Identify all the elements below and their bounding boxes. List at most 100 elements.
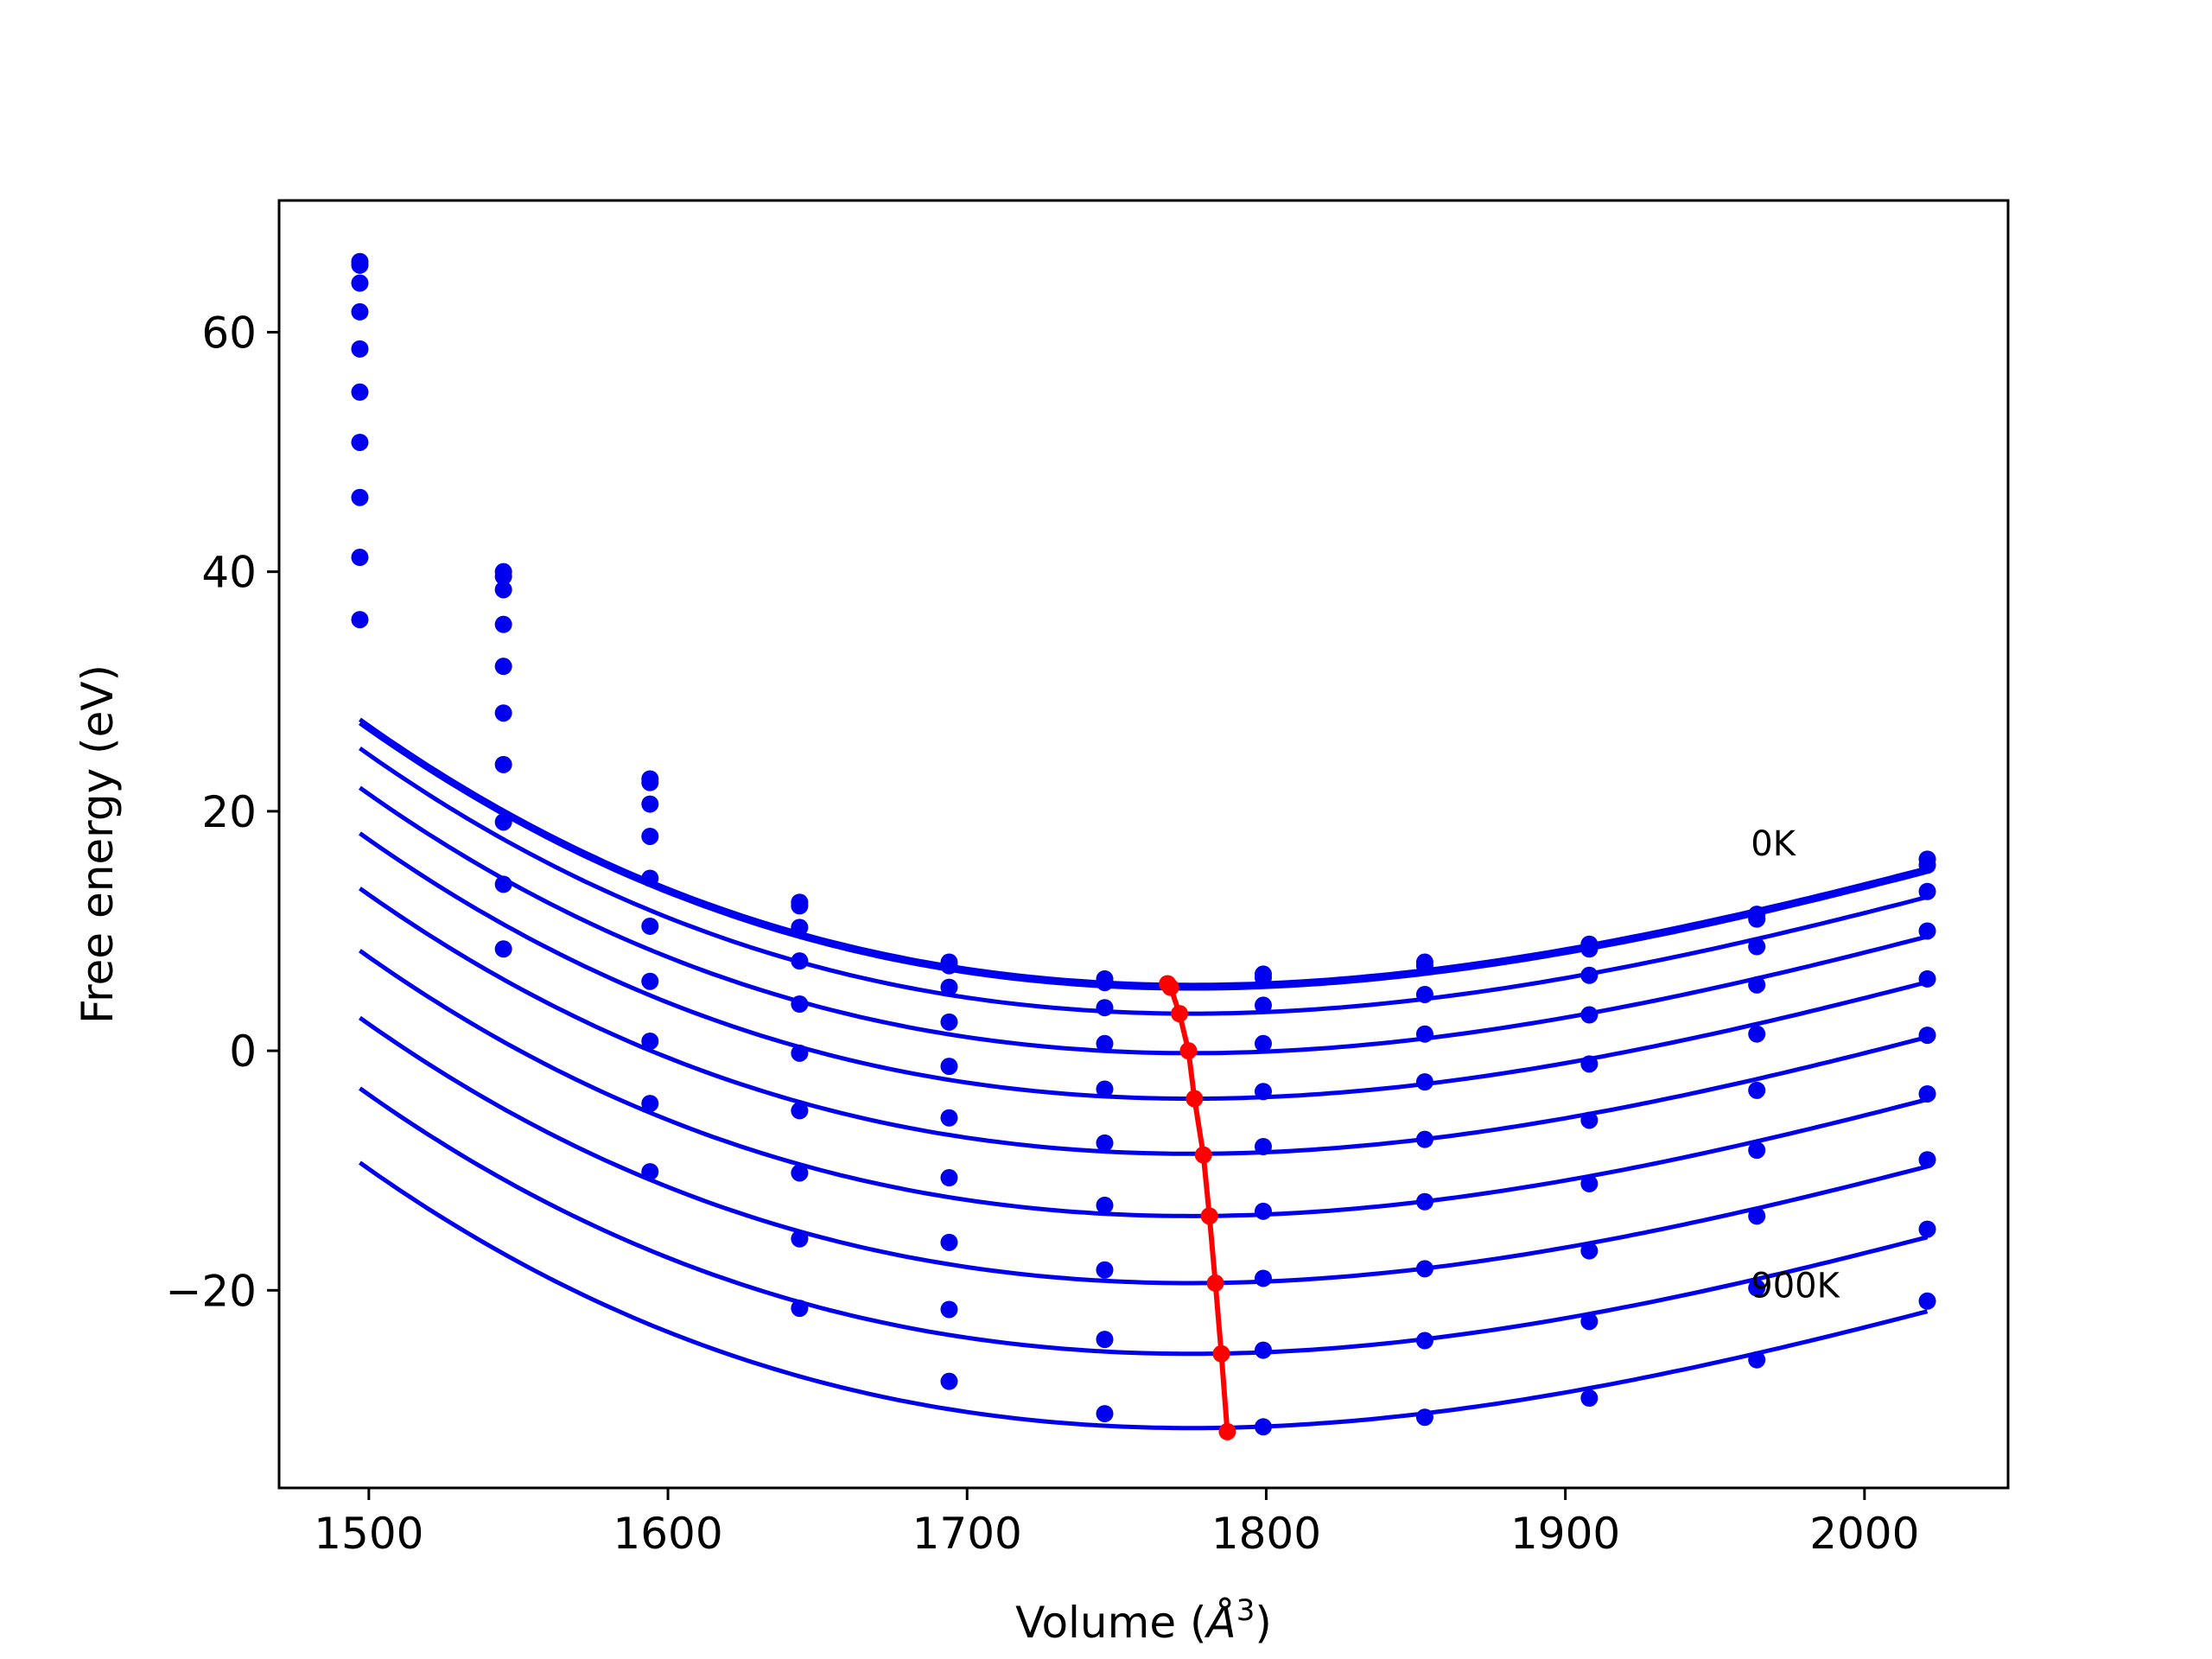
data-point-s5-5 <box>1096 1134 1114 1152</box>
data-point-s7-3 <box>791 1164 809 1182</box>
data-point-s9-9 <box>1748 1351 1766 1369</box>
data-point-s1-3 <box>791 897 809 915</box>
data-point-s9-1 <box>494 940 512 958</box>
data-point-s2-5 <box>1096 999 1114 1017</box>
minimum-line-layer <box>1159 975 1236 1440</box>
minimum-point-1 <box>1161 978 1179 996</box>
data-point-s6-1 <box>494 755 512 773</box>
fit-curve-9 <box>359 1160 1929 1431</box>
data-point-s5-6 <box>1254 1137 1272 1155</box>
x-tick-label-1800: 1800 <box>1211 1509 1321 1559</box>
fit-curves-layer <box>359 717 1929 1431</box>
data-point-s1-5 <box>1096 974 1114 992</box>
data-point-s5-3 <box>791 1044 809 1062</box>
data-point-s1-10 <box>1918 856 1936 874</box>
data-point-s9-5 <box>1096 1405 1114 1423</box>
data-point-s8-7 <box>1415 1332 1433 1350</box>
data-point-s7-5 <box>1096 1261 1114 1279</box>
data-point-s3-9 <box>1748 976 1766 994</box>
x-tick-label-1600: 1600 <box>613 1509 722 1559</box>
data-point-s5-9 <box>1748 1081 1766 1099</box>
data-point-s6-8 <box>1580 1174 1599 1192</box>
data-point-s9-7 <box>1415 1408 1433 1427</box>
data-point-s1-9 <box>1748 910 1766 928</box>
data-point-s7-2 <box>641 1033 659 1051</box>
minimum-point-6 <box>1200 1207 1218 1225</box>
data-point-s6-6 <box>1254 1202 1272 1220</box>
data-point-s3-5 <box>1096 1034 1114 1052</box>
fit-curve-5 <box>359 887 1929 1156</box>
fit-curve-4 <box>359 831 1929 1101</box>
minimum-point-4 <box>1185 1090 1204 1108</box>
data-point-s9-2 <box>641 1163 659 1181</box>
data-point-s7-10 <box>1918 1151 1936 1169</box>
data-point-s2-0 <box>351 274 369 292</box>
x-axis-label: Volume (Å3) <box>1015 1593 1272 1648</box>
data-point-s4-8 <box>1580 1055 1599 1073</box>
y-axis-label: Free energy (eV) <box>73 664 123 1024</box>
data-point-s5-7 <box>1415 1130 1433 1148</box>
data-point-s5-1 <box>494 704 512 722</box>
fit-curve-0 <box>359 717 1929 988</box>
data-point-s5-8 <box>1580 1111 1599 1129</box>
data-point-s5-0 <box>351 383 369 401</box>
fit-curve-1 <box>359 721 1929 991</box>
data-point-s8-9 <box>1748 1279 1766 1297</box>
fit-curve-7 <box>359 1015 1929 1286</box>
x-axis-label-close: ) <box>1255 1598 1272 1648</box>
x-tick-label-1700: 1700 <box>912 1509 1022 1559</box>
data-point-s4-1 <box>494 658 512 676</box>
data-point-s7-8 <box>1580 1242 1599 1260</box>
data-point-s1-6 <box>1254 969 1272 987</box>
minimum-point-5 <box>1194 1146 1212 1164</box>
fit-curve-2 <box>359 746 1929 1016</box>
data-point-s8-1 <box>494 875 512 893</box>
minimum-point-7 <box>1206 1274 1224 1292</box>
data-point-s5-10 <box>1918 1027 1936 1045</box>
data-point-s9-4 <box>940 1372 958 1390</box>
data-point-s6-7 <box>1415 1192 1433 1211</box>
minimum-line <box>1165 982 1230 1433</box>
data-point-s8-2 <box>641 1095 659 1113</box>
minimum-point-3 <box>1179 1042 1198 1060</box>
minimum-point-2 <box>1171 1005 1189 1023</box>
data-point-s3-8 <box>1580 1006 1599 1024</box>
data-point-s8-10 <box>1918 1220 1936 1238</box>
data-point-s5-2 <box>641 917 659 935</box>
data-point-s6-2 <box>641 972 659 990</box>
data-point-s4-6 <box>1254 1083 1272 1101</box>
data-point-s7-7 <box>1415 1260 1433 1278</box>
data-point-s6-9 <box>1748 1141 1766 1160</box>
data-point-s2-8 <box>1580 966 1599 984</box>
data-point-s4-4 <box>940 1058 958 1076</box>
fit-curve-8 <box>359 1086 1929 1357</box>
data-point-s7-6 <box>1254 1269 1272 1287</box>
y-tick-label-2: 20 <box>201 787 257 837</box>
data-point-s8-8 <box>1580 1313 1599 1331</box>
data-point-s2-2 <box>641 795 659 813</box>
data-point-s8-4 <box>940 1300 958 1319</box>
data-point-s1-4 <box>940 957 958 975</box>
y-tick-label-3: 40 <box>201 548 257 598</box>
x-tick-label-2000: 2000 <box>1809 1509 1919 1559</box>
data-point-s5-4 <box>940 1109 958 1127</box>
data-point-s2-6 <box>1254 996 1272 1014</box>
annotation-layer: 0K 900K <box>1751 824 1840 1306</box>
data-point-s3-4 <box>940 1013 958 1031</box>
minimum-point-8 <box>1212 1344 1230 1363</box>
fit-curve-3 <box>359 785 1929 1056</box>
data-points-layer <box>351 252 1936 1436</box>
x-axis-ticks: 1500 1600 1700 1800 1900 2000 <box>314 1488 1919 1559</box>
data-point-s2-1 <box>494 581 512 599</box>
data-point-s4-0 <box>351 340 369 358</box>
data-point-s4-5 <box>1096 1080 1114 1098</box>
data-point-s1-1 <box>494 568 512 586</box>
data-point-s3-10 <box>1918 922 1936 940</box>
data-point-s4-2 <box>641 869 659 887</box>
data-point-s6-3 <box>791 1102 809 1120</box>
data-point-s7-1 <box>494 813 512 831</box>
data-point-s8-0 <box>351 549 369 567</box>
data-point-s2-10 <box>1918 882 1936 900</box>
